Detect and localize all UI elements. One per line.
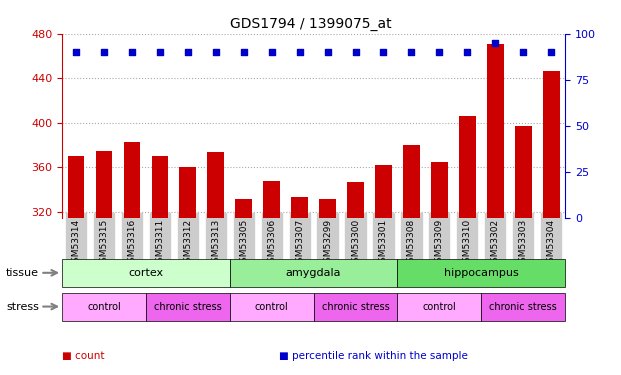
- Bar: [152, 156, 168, 218]
- Point: [71, 49, 81, 55]
- Text: chronic stress: chronic stress: [489, 302, 557, 312]
- Point: [434, 49, 444, 55]
- Point: [266, 49, 276, 55]
- Text: control: control: [255, 302, 289, 312]
- Point: [462, 49, 472, 55]
- Bar: [347, 182, 364, 218]
- Text: chronic stress: chronic stress: [322, 302, 389, 312]
- Point: [322, 49, 332, 55]
- Text: cortex: cortex: [129, 268, 163, 278]
- Bar: [96, 151, 112, 217]
- Bar: [375, 165, 392, 218]
- Text: ■ count: ■ count: [62, 351, 104, 361]
- Point: [294, 49, 304, 55]
- Point: [378, 49, 388, 55]
- Point: [406, 49, 416, 55]
- Text: chronic stress: chronic stress: [154, 302, 222, 312]
- Point: [238, 49, 248, 55]
- Bar: [291, 198, 308, 217]
- Text: hippocampus: hippocampus: [444, 268, 519, 278]
- Bar: [68, 156, 84, 218]
- Bar: [179, 167, 196, 217]
- Bar: [124, 142, 140, 218]
- Bar: [207, 152, 224, 217]
- Point: [127, 49, 137, 55]
- Bar: [459, 116, 476, 218]
- Text: ■ percentile rank within the sample: ■ percentile rank within the sample: [279, 351, 468, 361]
- Text: amygdala: amygdala: [286, 268, 342, 278]
- Point: [350, 49, 360, 55]
- Point: [518, 49, 528, 55]
- Text: control: control: [422, 302, 456, 312]
- Point: [211, 49, 220, 55]
- Bar: [543, 70, 560, 217]
- Bar: [319, 199, 336, 217]
- Bar: [515, 126, 532, 218]
- Bar: [403, 145, 420, 218]
- Bar: [263, 181, 280, 218]
- Point: [155, 49, 165, 55]
- Text: tissue: tissue: [6, 268, 39, 278]
- Point: [546, 49, 556, 55]
- Text: stress: stress: [6, 302, 39, 312]
- Point: [99, 49, 109, 55]
- Bar: [235, 199, 252, 217]
- Point: [490, 40, 500, 46]
- Text: control: control: [87, 302, 121, 312]
- Bar: [487, 44, 504, 218]
- Point: [183, 49, 193, 55]
- Bar: [431, 162, 448, 218]
- Text: GDS1794 / 1399075_at: GDS1794 / 1399075_at: [230, 17, 391, 31]
